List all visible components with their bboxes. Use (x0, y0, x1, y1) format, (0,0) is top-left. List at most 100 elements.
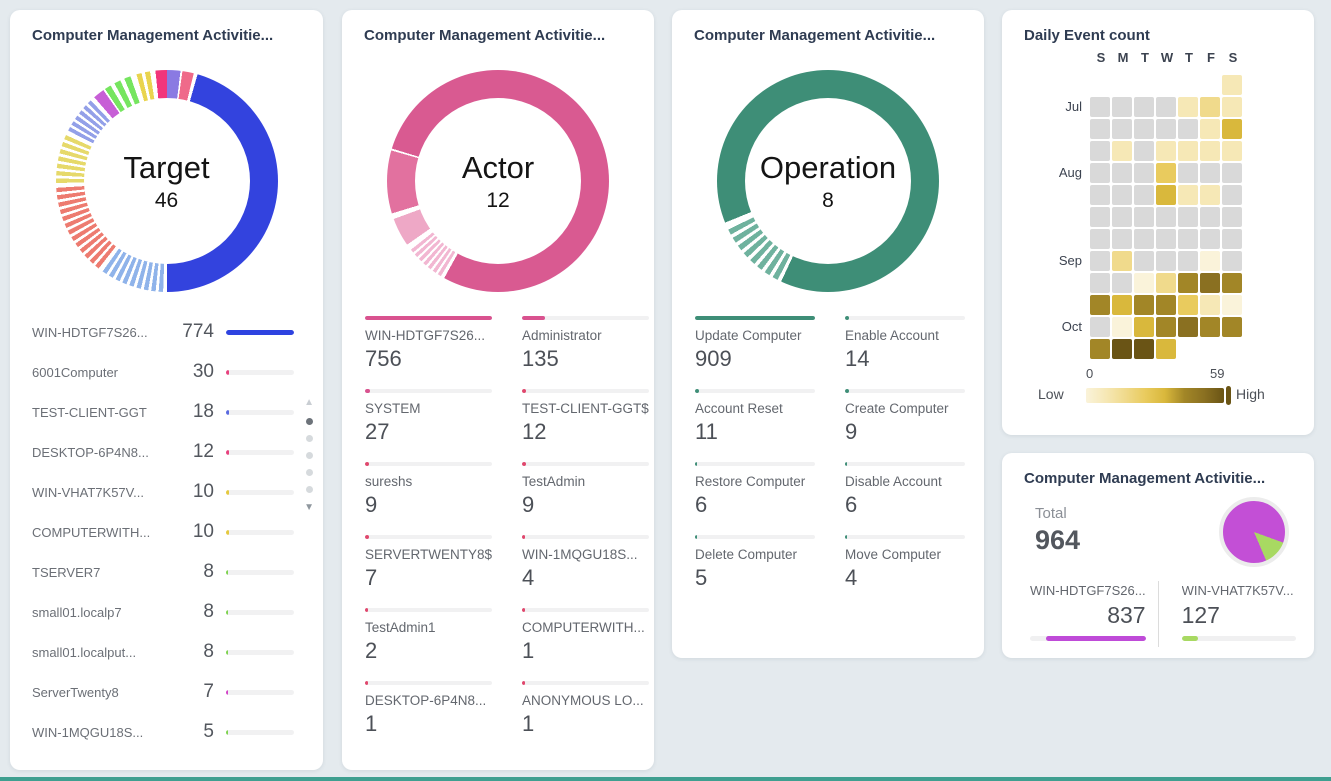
table-row[interactable]: DESKTOP-6P4N8... 12 (32, 432, 294, 472)
table-row[interactable]: WIN-VHAT7K57V... 10 (32, 472, 294, 512)
pager-down-icon[interactable]: ▼ (304, 502, 314, 513)
heatmap-cell[interactable] (1090, 273, 1110, 293)
heatmap-cell[interactable] (1134, 163, 1154, 183)
list-item[interactable]: WIN-VHAT7K57V... 127 (1181, 583, 1296, 641)
heatmap-cell[interactable] (1178, 295, 1198, 315)
heatmap-cell[interactable] (1156, 339, 1176, 359)
heatmap-cell[interactable] (1200, 141, 1220, 161)
heatmap-cell[interactable] (1156, 273, 1176, 293)
list-item[interactable]: WIN-HDTGF7S26... 837 (1030, 583, 1146, 641)
heatmap-cell[interactable] (1222, 207, 1242, 227)
pager-dot[interactable] (305, 418, 313, 425)
heatmap-cell[interactable] (1112, 185, 1132, 205)
list-item[interactable]: Account Reset 11 (695, 389, 815, 445)
list-item[interactable]: Delete Computer 5 (695, 535, 815, 591)
pager-dot[interactable] (305, 452, 313, 459)
heatmap-cell[interactable] (1156, 251, 1176, 271)
list-item[interactable]: WIN-HDTGF7S26... 756 (365, 316, 493, 372)
heatmap-cell[interactable] (1112, 317, 1132, 337)
heatmap-cell[interactable] (1178, 141, 1198, 161)
heatmap-cell[interactable] (1178, 317, 1198, 337)
table-row[interactable]: WIN-1MQGU18S... 5 (32, 712, 294, 752)
heatmap-cell[interactable] (1112, 141, 1132, 161)
heatmap-cell[interactable] (1200, 163, 1220, 183)
heatmap-cell[interactable] (1222, 163, 1242, 183)
list-item[interactable]: Enable Account 14 (845, 316, 965, 372)
heatmap-cell[interactable] (1222, 273, 1242, 293)
heatmap-cell[interactable] (1178, 229, 1198, 249)
list-item[interactable]: WIN-1MQGU18S... 4 (522, 535, 649, 591)
heatmap-cell[interactable] (1222, 251, 1242, 271)
heatmap-cell[interactable] (1134, 185, 1154, 205)
heatmap-cell[interactable] (1178, 251, 1198, 271)
table-row[interactable]: small01.localp7 8 (32, 592, 294, 632)
table-row[interactable]: COMPUTERWITH... 10 (32, 512, 294, 552)
table-row[interactable]: TSERVER7 8 (32, 552, 294, 592)
heatmap-cell[interactable] (1112, 229, 1132, 249)
heatmap-cell[interactable] (1134, 251, 1154, 271)
heatmap-cell[interactable] (1134, 229, 1154, 249)
heatmap-cell[interactable] (1178, 207, 1198, 227)
heatmap-cell[interactable] (1090, 317, 1110, 337)
heatmap-cell[interactable] (1222, 295, 1242, 315)
heatmap-cell[interactable] (1090, 295, 1110, 315)
heatmap-cell[interactable] (1178, 119, 1198, 139)
pager-dot[interactable] (305, 486, 313, 493)
heatmap-cell[interactable] (1134, 273, 1154, 293)
heatmap-cell[interactable] (1090, 97, 1110, 117)
heatmap-cell[interactable] (1134, 317, 1154, 337)
heatmap-cell[interactable] (1112, 295, 1132, 315)
heatmap-cell[interactable] (1222, 75, 1242, 95)
list-item[interactable]: SERVERTWENTY8$ 7 (365, 535, 493, 591)
heatmap-cell[interactable] (1200, 251, 1220, 271)
list-item[interactable]: TEST-CLIENT-GGT$ 12 (522, 389, 649, 445)
list-item[interactable]: Create Computer 9 (845, 389, 965, 445)
list-item[interactable]: SYSTEM 27 (365, 389, 493, 445)
heatmap-cell[interactable] (1200, 119, 1220, 139)
heatmap-cell[interactable] (1156, 119, 1176, 139)
list-item[interactable]: ANONYMOUS LO... 1 (522, 681, 649, 737)
heatmap-cell[interactable] (1200, 229, 1220, 249)
heatmap-cell[interactable] (1156, 207, 1176, 227)
heatmap-cell[interactable] (1090, 229, 1110, 249)
heatmap-cell[interactable] (1156, 185, 1176, 205)
pager-up-icon[interactable]: ▲ (304, 397, 314, 408)
table-row[interactable]: ServerTwenty8 7 (32, 672, 294, 712)
heatmap-cell[interactable] (1178, 185, 1198, 205)
heatmap-cell[interactable] (1134, 207, 1154, 227)
heatmap-cell[interactable] (1156, 163, 1176, 183)
heatmap-cell[interactable] (1090, 119, 1110, 139)
heatmap-cell[interactable] (1156, 141, 1176, 161)
table-row[interactable]: small01.localput... 8 (32, 632, 294, 672)
list-item[interactable]: sureshs 9 (365, 462, 493, 518)
heatmap-cell[interactable] (1178, 273, 1198, 293)
actor-donut-chart[interactable]: Actor 12 (387, 70, 609, 292)
heatmap-cell[interactable] (1134, 119, 1154, 139)
heatmap-cell[interactable] (1200, 207, 1220, 227)
pager-dot[interactable] (305, 469, 313, 476)
heatmap-cell[interactable] (1200, 317, 1220, 337)
heatmap-cell[interactable] (1134, 97, 1154, 117)
heatmap-cell[interactable] (1090, 339, 1110, 359)
heatmap-cell[interactable] (1134, 295, 1154, 315)
heatmap-cell[interactable] (1222, 317, 1242, 337)
heatmap-cell[interactable] (1090, 141, 1110, 161)
list-item[interactable]: TestAdmin 9 (522, 462, 649, 518)
heatmap-cell[interactable] (1090, 251, 1110, 271)
list-item[interactable]: Disable Account 6 (845, 462, 965, 518)
target-donut-chart[interactable]: Target 46 (55, 70, 278, 292)
heatmap-cell[interactable] (1156, 317, 1176, 337)
heatmap-cell[interactable] (1222, 119, 1242, 139)
heatmap-cell[interactable] (1156, 97, 1176, 117)
operation-donut-chart[interactable]: Operation 8 (717, 70, 939, 292)
heatmap-cell[interactable] (1112, 119, 1132, 139)
list-item[interactable]: Update Computer 909 (695, 316, 815, 372)
heatmap-cell[interactable] (1222, 229, 1242, 249)
heatmap-cell[interactable] (1090, 163, 1110, 183)
heatmap-cell[interactable] (1200, 273, 1220, 293)
list-item[interactable]: DESKTOP-6P4N8... 1 (365, 681, 493, 737)
heatmap-cell[interactable] (1222, 97, 1242, 117)
list-item[interactable]: Move Computer 4 (845, 535, 965, 591)
heatmap-cell[interactable] (1090, 185, 1110, 205)
heatmap-cell[interactable] (1178, 97, 1198, 117)
